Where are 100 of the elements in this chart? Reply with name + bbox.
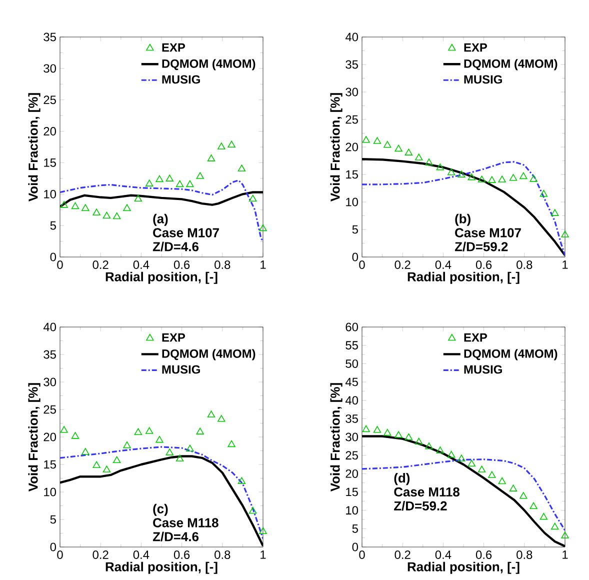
legend-label: DQMOM (4MOM): [162, 59, 256, 70]
y-tick-label: 25: [346, 451, 358, 460]
point: [112, 212, 121, 220]
point: [259, 527, 267, 534]
point: [102, 466, 111, 472]
y-tick-label: 30: [346, 88, 358, 96]
legend-label: DQMOM (4MOM): [464, 59, 558, 70]
legend-label: MUSIG: [162, 75, 200, 84]
y-tick-label: 5: [50, 221, 56, 230]
x-tick-label: 0.8: [516, 550, 532, 559]
legend-label: EXP: [162, 43, 186, 52]
legend-label: MUSIG: [464, 365, 502, 374]
point: [478, 176, 486, 182]
point: [394, 431, 402, 438]
x-tick-label: 0.8: [214, 550, 230, 559]
point: [458, 170, 466, 178]
point: [60, 201, 68, 208]
point: [238, 477, 246, 484]
point: [166, 174, 174, 182]
x-tick-label: 0.4: [435, 550, 452, 559]
y-tick-label: 30: [44, 64, 56, 73]
point: [530, 502, 538, 510]
x-axis-title: Radial position, [-]: [408, 562, 520, 574]
point: [478, 466, 486, 472]
point: [156, 436, 164, 443]
x-tick-label: 1: [562, 260, 568, 269]
y-tick-label: 10: [44, 190, 56, 198]
point: [404, 148, 413, 156]
point: [384, 428, 392, 436]
point: [520, 492, 528, 499]
point: [404, 433, 413, 440]
y-tick-label: 35: [346, 414, 358, 423]
y-tick-label: 30: [44, 378, 56, 386]
annotation: Case M118: [394, 487, 460, 497]
point: [425, 442, 433, 450]
y-axis-title: Void Fraction, [%]: [28, 93, 40, 202]
point: [196, 428, 204, 434]
point: [540, 190, 548, 197]
y-tick-label: 45: [345, 378, 358, 386]
point: [498, 176, 506, 182]
point: [186, 444, 194, 452]
point: [176, 180, 184, 188]
point: [82, 448, 90, 455]
y-tick-label: 5: [352, 524, 358, 533]
point: [561, 532, 569, 538]
line-series: [362, 458, 566, 532]
point: [218, 142, 226, 150]
x-tick-label: 0.2: [394, 550, 410, 559]
point: [447, 450, 456, 458]
x-axis-title: Radial position, [-]: [106, 272, 218, 284]
annotation: (d): [394, 473, 410, 486]
y-tick-label: 10: [346, 198, 358, 206]
legend-label: DQMOM (4MOM): [162, 349, 256, 360]
point: [228, 440, 236, 448]
x-tick-label: 0.6: [476, 550, 492, 559]
point: [176, 454, 184, 462]
point: [373, 426, 382, 433]
y-tick-label: 50: [346, 359, 358, 368]
y-tick-label: 5: [50, 515, 56, 524]
annotation: Z/D=59.2: [394, 500, 447, 511]
x-tick-label: 0.6: [476, 260, 492, 269]
x-tick-label: 0.2: [92, 260, 108, 269]
point: [71, 432, 80, 439]
y-tick-label: 10: [346, 506, 358, 515]
point: [207, 154, 216, 162]
x-tick-label: 0.4: [435, 260, 452, 269]
x-tick-label: 0.4: [133, 260, 150, 269]
point: [92, 208, 100, 216]
point: [238, 164, 246, 172]
point: [468, 173, 476, 180]
y-tick-label: 15: [346, 170, 358, 179]
point: [436, 446, 444, 454]
y-tick-label: 10: [44, 488, 56, 496]
x-tick-label: 0.2: [394, 260, 410, 269]
legend-label: EXP: [464, 43, 488, 52]
annotation: (a): [153, 214, 168, 226]
point: [373, 137, 382, 144]
y-tick-label: 0: [50, 252, 56, 262]
y-tick-label: 40: [345, 32, 358, 42]
x-tick-label: 0: [57, 550, 63, 559]
y-tick-label: 25: [44, 405, 56, 414]
annotation: Case M107: [455, 228, 521, 238]
point: [468, 460, 476, 467]
point: [498, 477, 506, 484]
point: [166, 448, 174, 456]
point: [134, 194, 142, 202]
point: [249, 506, 257, 514]
y-tick-label: 0: [50, 542, 56, 552]
point: [551, 522, 559, 530]
point: [196, 172, 204, 179]
x-axis-title: Radial position, [-]: [106, 562, 218, 574]
y-tick-label: 15: [346, 488, 358, 496]
x-tick-label: 0.6: [174, 550, 190, 559]
point: [488, 471, 496, 478]
x-tick-label: 1: [260, 550, 266, 559]
line-series: [60, 446, 264, 540]
y-tick-label: 0: [352, 542, 358, 552]
annotation: Case M107: [153, 228, 219, 238]
x-tick-label: 1: [562, 550, 568, 559]
annotation: (c): [153, 504, 168, 516]
